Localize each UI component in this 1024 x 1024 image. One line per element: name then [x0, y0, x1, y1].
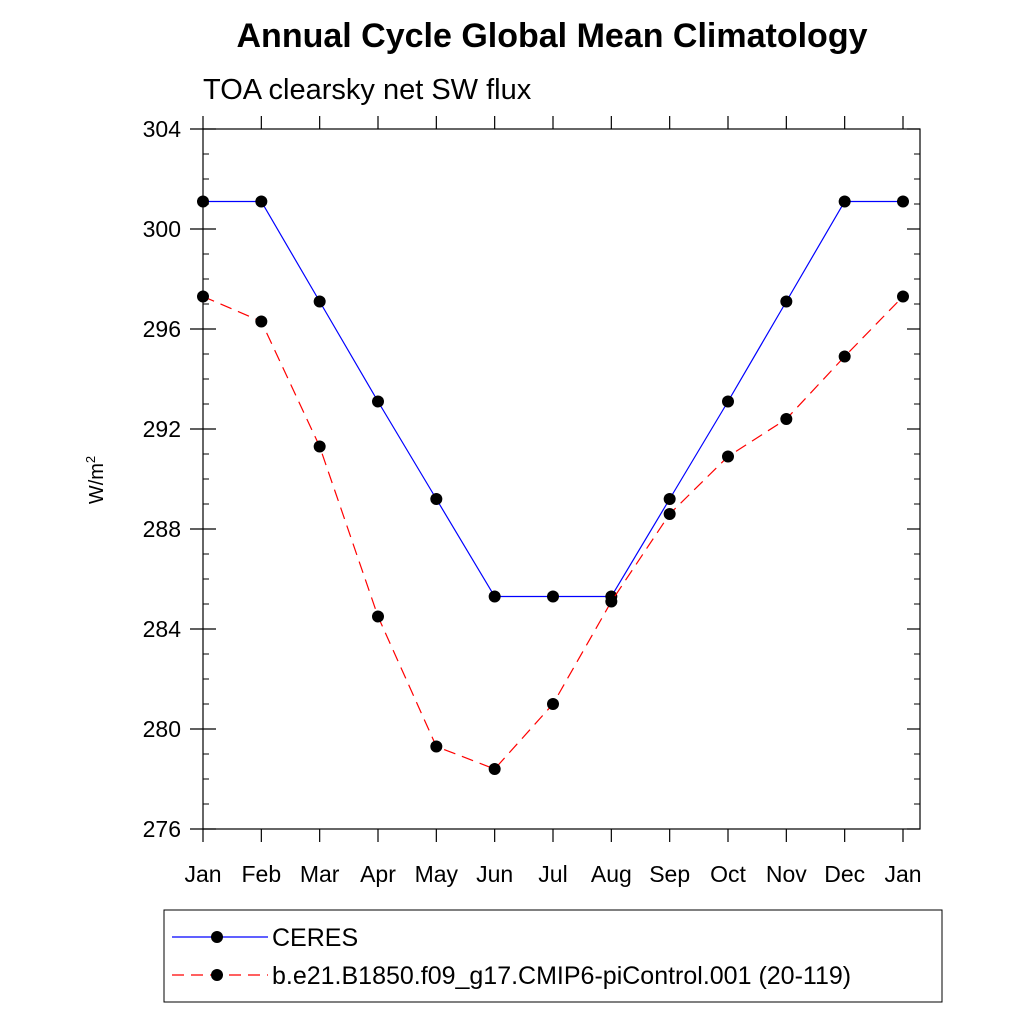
series-2-point: [255, 315, 268, 328]
series-1-point: [838, 195, 851, 208]
x-tick-label: Mar: [300, 861, 340, 887]
y-axis-label-unit: W/m: [86, 463, 108, 504]
y-tick-label: 288: [143, 516, 181, 542]
series-2-point: [313, 440, 326, 453]
x-tick-label: May: [415, 861, 459, 887]
axes: 276 280 284 288 292 296 300 304 Jan Feb Mar Apr May J…: [143, 116, 922, 887]
series-2-point: [663, 508, 676, 520]
legend-label: b.e21.B1850.f09_g17.CMIP6-piControl.001 …: [272, 962, 851, 990]
legend-marker: [211, 931, 223, 943]
series-2-point: [430, 740, 443, 753]
series-1-point: [430, 493, 443, 505]
series-1-point: [780, 295, 793, 308]
series-2-point: [722, 450, 734, 463]
legend-label: CERES: [272, 924, 358, 952]
legend: CERES b.e21.B1850.f09_g17.CMIP6-piControl…: [172, 924, 851, 990]
series-2-point: [547, 698, 559, 710]
y-tick-label: 296: [143, 316, 181, 342]
y-tick-label: 304: [143, 116, 182, 142]
series-1-point: [897, 195, 909, 208]
y-axis-label: W/m2: [83, 456, 108, 504]
series-layer: [197, 195, 909, 775]
series-2-point: [372, 610, 384, 623]
plot-frame: [202, 128, 921, 830]
x-tick-label: Feb: [242, 861, 282, 887]
x-tick-label: Jul: [538, 861, 567, 887]
x-tick-label: Oct: [710, 861, 746, 887]
series-2: [197, 290, 909, 775]
series-1-point: [197, 195, 209, 208]
chart-title: Annual Cycle Global Mean Climatology: [237, 17, 868, 55]
series-1-line: [203, 200, 903, 598]
series-2-point: [780, 413, 793, 425]
series-1-point: [663, 493, 676, 505]
svg-text:W/m2: W/m2: [83, 456, 108, 504]
legend-marker: [211, 969, 223, 981]
series-2-point: [838, 350, 851, 363]
x-tick-label: Aug: [591, 861, 632, 887]
chart-subtitle: TOA clearsky net SW flux: [203, 74, 532, 106]
x-tick-label: Jan: [184, 861, 221, 887]
x-tick-label: Dec: [824, 861, 865, 887]
x-tick-label: Jun: [476, 861, 513, 887]
series-1-point: [488, 590, 501, 603]
y-axis-label-superscript: 2: [83, 456, 98, 463]
legend-box: [163, 909, 943, 1003]
series-2-point: [605, 595, 618, 608]
legend-entry-2: b.e21.B1850.f09_g17.CMIP6-piControl.001 …: [172, 962, 851, 990]
series-1-point: [547, 590, 559, 603]
x-tick-label: Nov: [766, 861, 807, 887]
series-1-point: [313, 295, 326, 308]
x-tick-label: Jan: [884, 861, 921, 887]
series-2-point: [488, 763, 501, 775]
x-tick-label: Apr: [360, 861, 396, 887]
legend-entry-1: CERES: [172, 924, 358, 952]
series-1-point: [255, 195, 268, 208]
x-tick-label: Sep: [649, 861, 690, 887]
series-1: [197, 195, 909, 603]
series-2-point: [897, 290, 909, 303]
y-tick-label: 284: [143, 616, 182, 642]
series-2-point: [197, 290, 209, 303]
y-tick-label: 300: [143, 216, 181, 242]
y-tick-label: 292: [143, 416, 181, 442]
y-tick-label: 276: [143, 816, 181, 842]
y-tick-label: 280: [143, 716, 181, 742]
series-1-point: [372, 395, 384, 408]
series-1-point: [722, 395, 734, 408]
